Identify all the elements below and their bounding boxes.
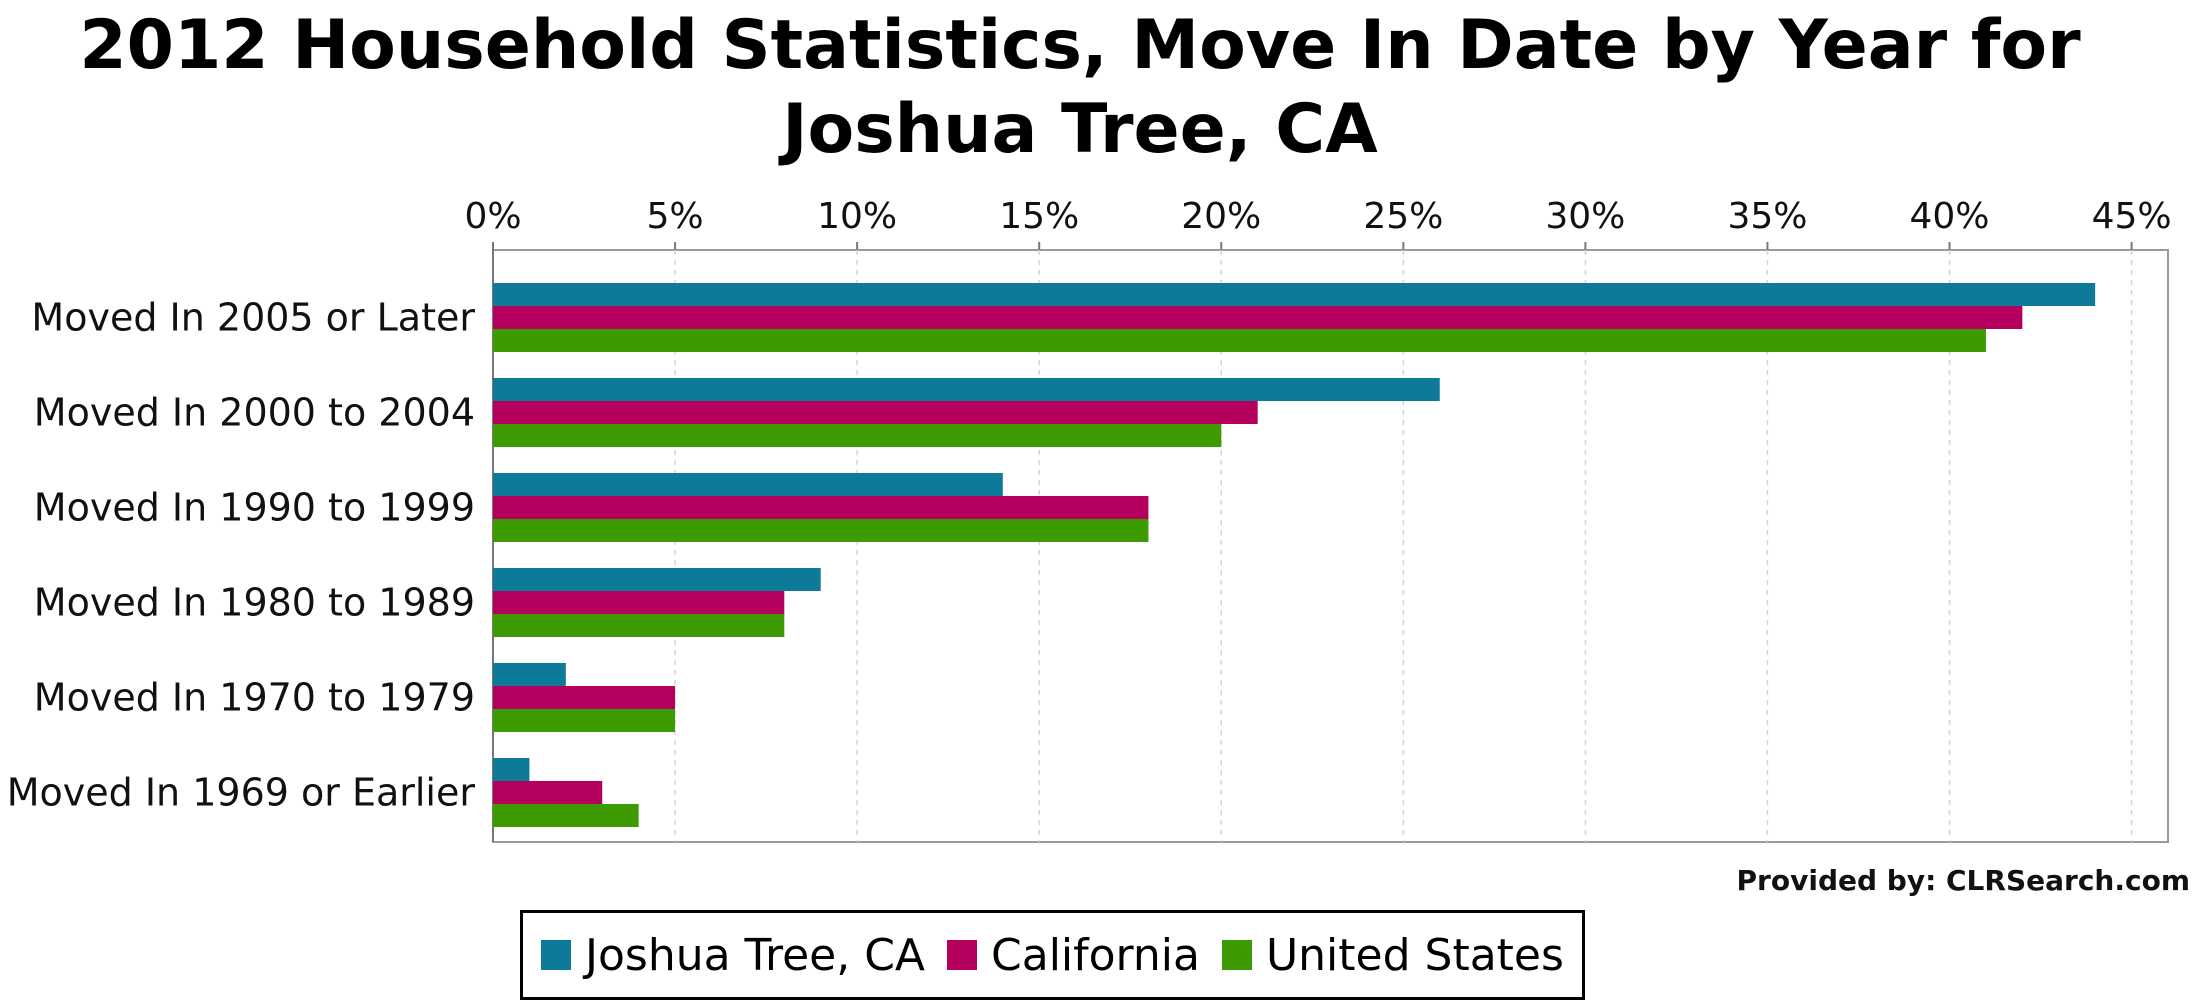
category-label: Moved In 1969 or Earlier (7, 771, 476, 815)
category-label: Moved In 2000 to 2004 (34, 391, 475, 435)
legend-label: United States (1265, 929, 1564, 981)
x-tick-label: 25% (1363, 196, 1443, 237)
legend-swatch (1221, 940, 1252, 970)
bar (493, 709, 676, 732)
legend-label: California (991, 929, 1200, 981)
bar (493, 496, 1149, 519)
source-credit: Provided by: CLRSearch.com (1736, 864, 2190, 897)
x-tick-label: 5% (647, 196, 704, 237)
x-tick-label: 15% (999, 196, 1079, 237)
legend-swatch (541, 940, 571, 970)
legend-item: California (947, 930, 1200, 981)
x-tick-label: 20% (1181, 196, 1261, 237)
bar (493, 568, 821, 591)
category-label: Moved In 1980 to 1989 (34, 581, 475, 625)
bar (493, 686, 676, 709)
bar (493, 614, 785, 637)
bar (493, 519, 1149, 542)
legend-swatch (947, 940, 978, 970)
category-label: Moved In 1990 to 1999 (34, 486, 475, 530)
x-tick-label: 35% (1727, 196, 1807, 237)
bar (493, 401, 1258, 424)
bar (493, 473, 1003, 496)
category-label: Moved In 1970 to 1979 (34, 676, 475, 720)
bar (493, 591, 785, 614)
x-tick-label: 10% (817, 196, 897, 237)
legend-label: Joshua Tree, CA (585, 929, 926, 981)
x-tick-label: 0% (464, 196, 521, 237)
legend-item: United States (1221, 929, 1564, 981)
bar (493, 804, 639, 827)
legend-item: Joshua Tree, CA (541, 930, 925, 981)
bar (493, 424, 1222, 447)
bar (493, 306, 2023, 329)
bar (493, 329, 1986, 352)
chart-legend: Joshua Tree, CA California United States (520, 910, 1585, 1000)
bar (493, 758, 530, 781)
chart-title: 2012 Household Statistics, Move In Date … (79, 6, 2081, 169)
x-tick-label: 40% (1910, 196, 1990, 237)
bar (493, 663, 566, 686)
category-label: Moved In 2005 or Later (31, 296, 475, 340)
bar (493, 781, 603, 804)
bar (493, 283, 2096, 306)
bar (493, 378, 1440, 401)
x-tick-label: 45% (2092, 196, 2172, 237)
x-tick-label: 30% (1545, 196, 1625, 237)
